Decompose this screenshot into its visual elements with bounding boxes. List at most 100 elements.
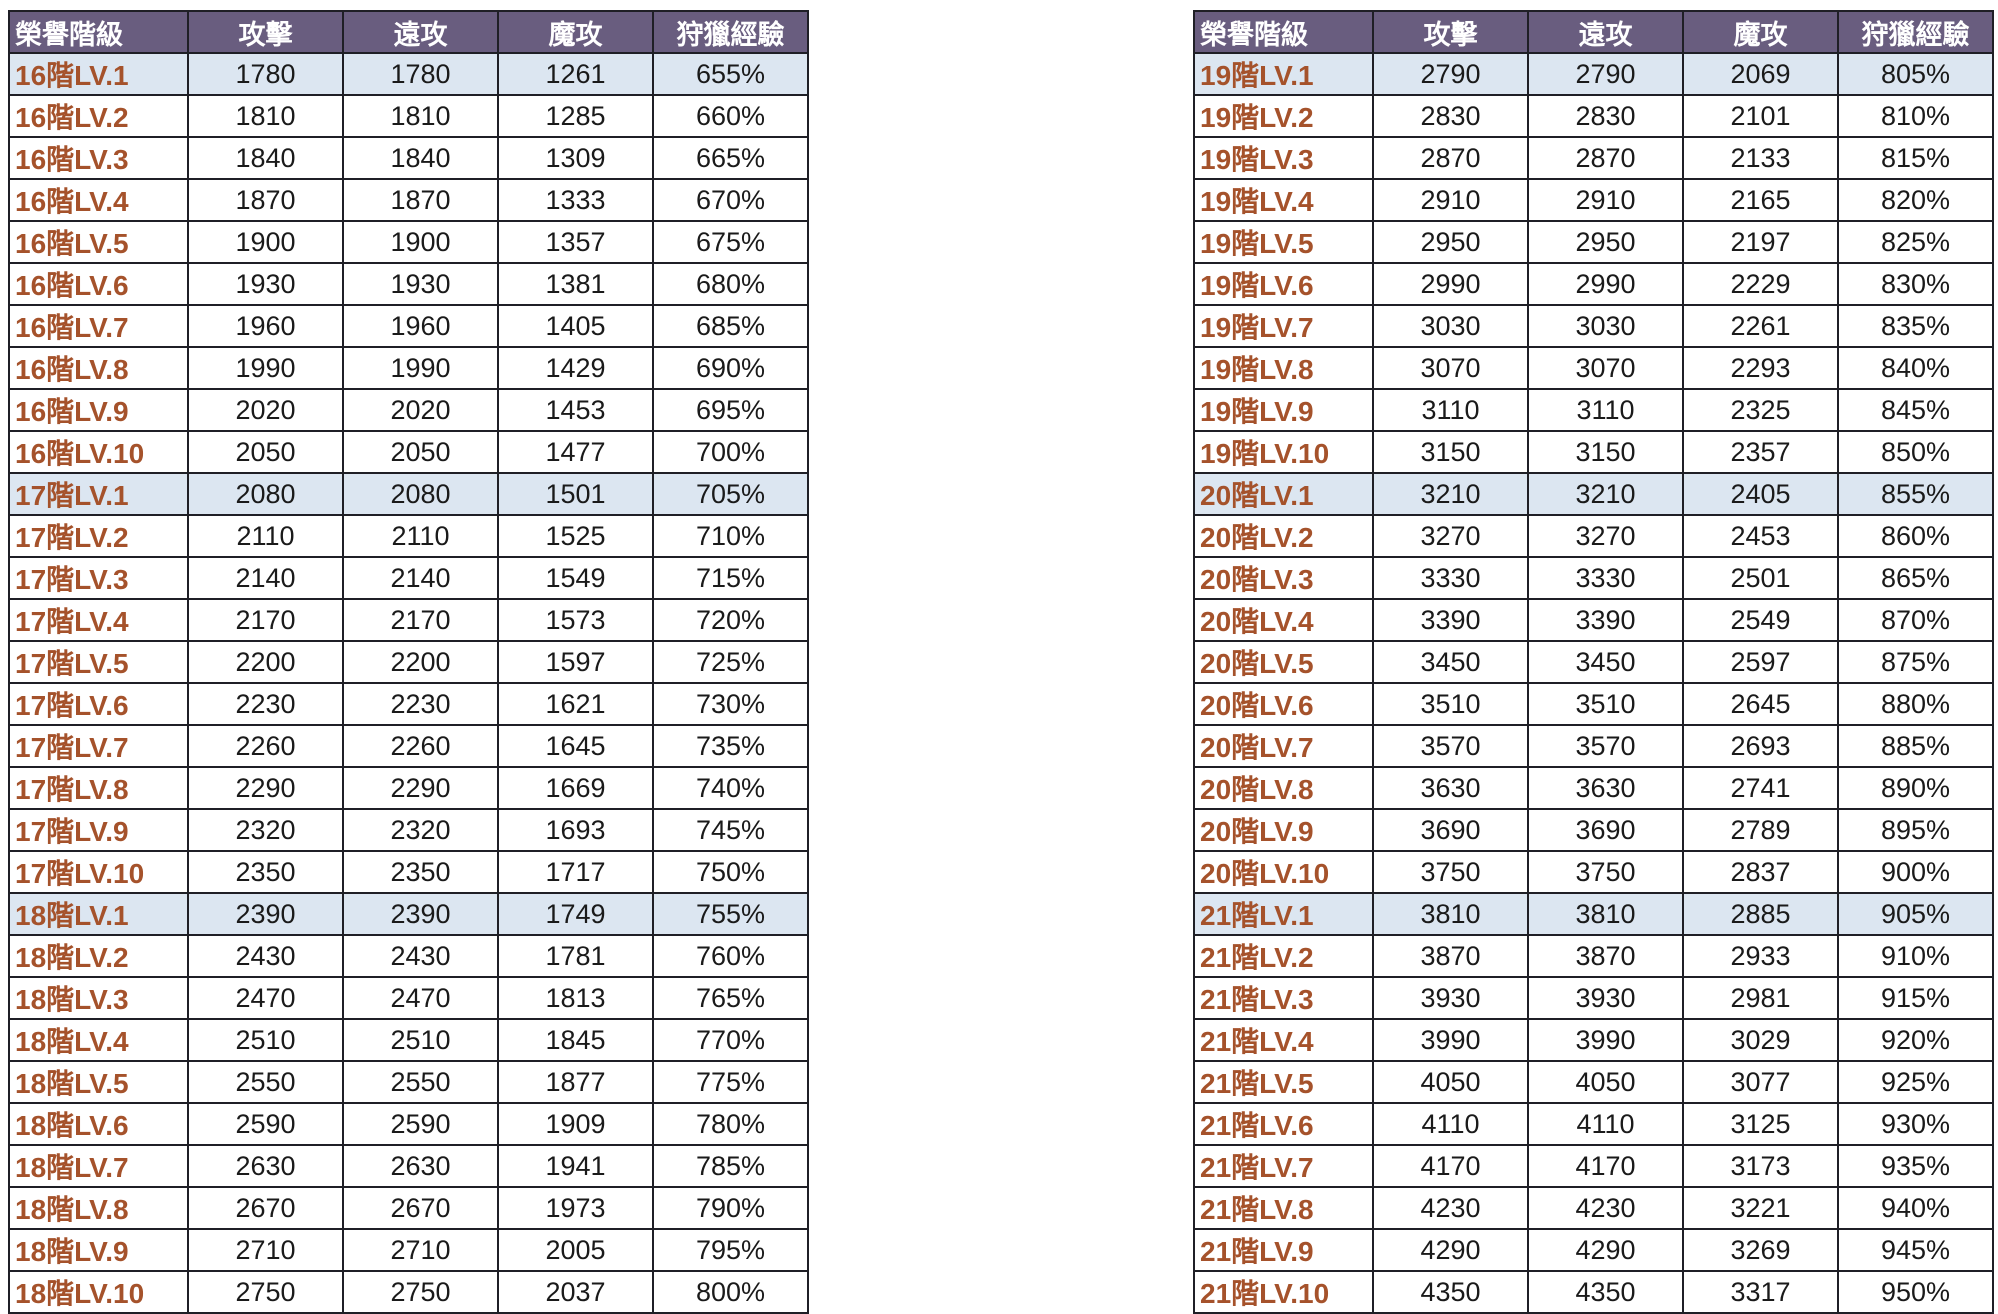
table-row: 16階LV.6 1930 1930 1381 680% [8,262,809,306]
magic-attack-cell: 1477 [497,430,654,474]
rank-cell: 17階LV.6 [8,682,189,726]
magic-attack-cell: 1845 [497,1018,654,1062]
magic-attack-cell: 1877 [497,1060,654,1104]
table-row: 19階LV.4 2910 2910 2165 820% [1193,178,1994,222]
table-row: 17階LV.2 2110 2110 1525 710% [8,514,809,558]
hunt-exp-cell: 670% [652,178,809,222]
ranged-attack-cell: 4110 [1527,1102,1684,1146]
attack-cell: 3690 [1372,808,1529,852]
magic-attack-cell: 1597 [497,640,654,684]
attack-cell: 4170 [1372,1144,1529,1188]
rank-cell: 16階LV.10 [8,430,189,474]
ranged-attack-cell: 2290 [342,766,499,810]
honor-rank-stats-table-left: 榮譽階級 攻擊 遠攻 魔攻 狩獵經驗 16階LV.1 1780 1780 1261 655% 16階… [8,10,809,1314]
rank-cell: 17階LV.2 [8,514,189,558]
attack-cell: 3870 [1372,934,1529,978]
hunt-exp-cell: 740% [652,766,809,810]
rank-cell: 21階LV.2 [1193,934,1374,978]
ranged-attack-cell: 1840 [342,136,499,180]
magic-attack-cell: 2165 [1682,178,1839,222]
table-row: 17階LV.10 2350 2350 1717 750% [8,850,809,894]
ranged-attack-cell: 3930 [1527,976,1684,1020]
table-row: 16階LV.5 1900 1900 1357 675% [8,220,809,264]
table-row: 20階LV.4 3390 3390 2549 870% [1193,598,1994,642]
magic-attack-cell: 1909 [497,1102,654,1146]
column-header-hunt-exp: 狩獵經驗 [1837,10,1994,54]
hunt-exp-cell: 895% [1837,808,1994,852]
attack-cell: 3070 [1372,346,1529,390]
rank-cell: 16階LV.8 [8,346,189,390]
attack-cell: 3270 [1372,514,1529,558]
hunt-exp-cell: 815% [1837,136,1994,180]
hunt-exp-cell: 735% [652,724,809,768]
table-row: 17階LV.6 2230 2230 1621 730% [8,682,809,726]
table-row: 16階LV.3 1840 1840 1309 665% [8,136,809,180]
magic-attack-cell: 2645 [1682,682,1839,726]
rank-cell: 19階LV.2 [1193,94,1374,138]
ranged-attack-cell: 2140 [342,556,499,600]
attack-cell: 1840 [187,136,344,180]
magic-attack-cell: 2453 [1682,514,1839,558]
attack-cell: 1930 [187,262,344,306]
rank-cell: 21階LV.6 [1193,1102,1374,1146]
table-row: 16階LV.1 1780 1780 1261 655% [8,52,809,96]
hunt-exp-cell: 950% [1837,1270,1994,1314]
table-row: 21階LV.3 3930 3930 2981 915% [1193,976,1994,1020]
table-row: 17階LV.7 2260 2260 1645 735% [8,724,809,768]
magic-attack-cell: 2357 [1682,430,1839,474]
hunt-exp-cell: 825% [1837,220,1994,264]
rank-cell: 21階LV.5 [1193,1060,1374,1104]
magic-attack-cell: 3269 [1682,1228,1839,1272]
attack-cell: 4230 [1372,1186,1529,1230]
magic-attack-cell: 1525 [497,514,654,558]
rank-cell: 21階LV.8 [1193,1186,1374,1230]
ranged-attack-cell: 3450 [1527,640,1684,684]
hunt-exp-cell: 940% [1837,1186,1994,1230]
rank-cell: 17階LV.4 [8,598,189,642]
magic-attack-cell: 1429 [497,346,654,390]
rank-cell: 20階LV.7 [1193,724,1374,768]
magic-attack-cell: 2597 [1682,640,1839,684]
rank-cell: 18階LV.4 [8,1018,189,1062]
magic-attack-cell: 1749 [497,892,654,936]
magic-attack-cell: 1381 [497,262,654,306]
attack-cell: 2260 [187,724,344,768]
magic-attack-cell: 3029 [1682,1018,1839,1062]
rank-cell: 19階LV.1 [1193,52,1374,96]
column-header-ranged-attack: 遠攻 [1527,10,1684,54]
hunt-exp-cell: 845% [1837,388,1994,432]
ranged-attack-cell: 2990 [1527,262,1684,306]
table-row: 18階LV.9 2710 2710 2005 795% [8,1228,809,1272]
table-row: 18階LV.2 2430 2430 1781 760% [8,934,809,978]
table-row: 19階LV.8 3070 3070 2293 840% [1193,346,1994,390]
ranged-attack-cell: 2630 [342,1144,499,1188]
hunt-exp-cell: 945% [1837,1228,1994,1272]
ranged-attack-cell: 1870 [342,178,499,222]
ranged-attack-cell: 2020 [342,388,499,432]
magic-attack-cell: 2933 [1682,934,1839,978]
magic-attack-cell: 2549 [1682,598,1839,642]
table-row: 21階LV.4 3990 3990 3029 920% [1193,1018,1994,1062]
table-row: 18階LV.3 2470 2470 1813 765% [8,976,809,1020]
hunt-exp-cell: 755% [652,892,809,936]
rank-cell: 17階LV.1 [8,472,189,516]
column-header-rank: 榮譽階級 [1193,10,1374,54]
attack-cell: 2290 [187,766,344,810]
rank-cell: 16階LV.5 [8,220,189,264]
magic-attack-cell: 2837 [1682,850,1839,894]
attack-cell: 3570 [1372,724,1529,768]
magic-attack-cell: 3173 [1682,1144,1839,1188]
rank-cell: 18階LV.5 [8,1060,189,1104]
hunt-exp-cell: 795% [652,1228,809,1272]
hunt-exp-cell: 915% [1837,976,1994,1020]
table-row: 16階LV.7 1960 1960 1405 685% [8,304,809,348]
header-row: 榮譽階級 攻擊 遠攻 魔攻 狩獵經驗 [1193,10,1994,54]
table-row: 19階LV.5 2950 2950 2197 825% [1193,220,1994,264]
ranged-attack-cell: 1810 [342,94,499,138]
magic-attack-cell: 2037 [497,1270,654,1314]
hunt-exp-cell: 720% [652,598,809,642]
table-row: 17階LV.1 2080 2080 1501 705% [8,472,809,516]
attack-cell: 3210 [1372,472,1529,516]
rank-cell: 20階LV.6 [1193,682,1374,726]
ranged-attack-cell: 3390 [1527,598,1684,642]
